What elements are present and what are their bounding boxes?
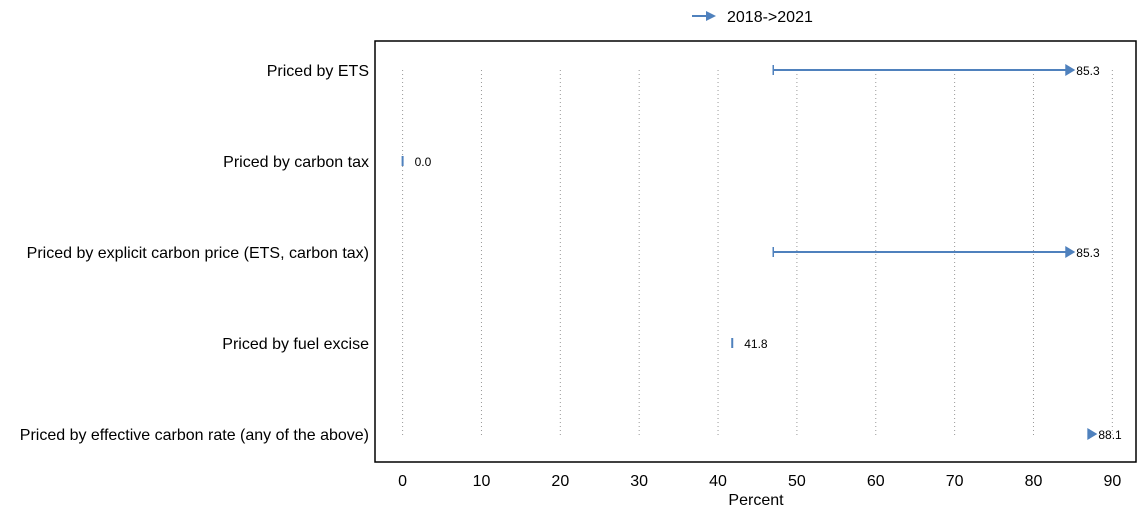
x-axis-title: Percent (728, 492, 784, 509)
data-marks: 85.3 0.0 85.3 41.8 88.1 (401, 64, 1122, 442)
x-tick-label: 30 (630, 473, 648, 490)
x-tick-label: 40 (709, 473, 727, 490)
x-tick-label: 60 (867, 473, 885, 490)
x-tick-label: 0 (398, 473, 407, 490)
legend-arrow-head (706, 11, 716, 21)
x-tick-label: 20 (551, 473, 569, 490)
value-label: 88.1 (1098, 428, 1122, 442)
category-label: Priced by carbon tax (223, 154, 369, 171)
value-label: 85.3 (1076, 246, 1100, 260)
category-label: Priced by explicit carbon price (ETS, ca… (27, 245, 369, 262)
range-arrow-head (1065, 246, 1076, 258)
value-label: 41.8 (744, 337, 768, 351)
x-tick-labels: 0 10 20 30 40 50 60 70 80 90 (398, 473, 1121, 490)
x-tick-label: 90 (1103, 473, 1121, 490)
legend-label: 2018->2021 (727, 9, 813, 26)
range-arrow-head (1087, 428, 1098, 440)
category-labels: Priced by ETS Priced by carbon tax Priced … (20, 63, 369, 444)
plot-frame (374, 40, 1137, 463)
category-label: Priced by ETS (267, 63, 369, 80)
value-label: 85.3 (1076, 64, 1100, 78)
x-tick-label: 70 (946, 473, 964, 490)
category-label: Priced by fuel excise (222, 336, 369, 353)
value-label: 0.0 (415, 155, 432, 169)
x-tick-label: 50 (788, 473, 806, 490)
gridlines (402, 70, 1113, 436)
range-arrow-head (1065, 64, 1076, 76)
legend: 2018->2021 (692, 9, 813, 26)
x-tick-label: 80 (1025, 473, 1043, 490)
x-tick-label: 10 (473, 473, 491, 490)
category-label: Priced by effective carbon rate (any of … (20, 427, 369, 444)
